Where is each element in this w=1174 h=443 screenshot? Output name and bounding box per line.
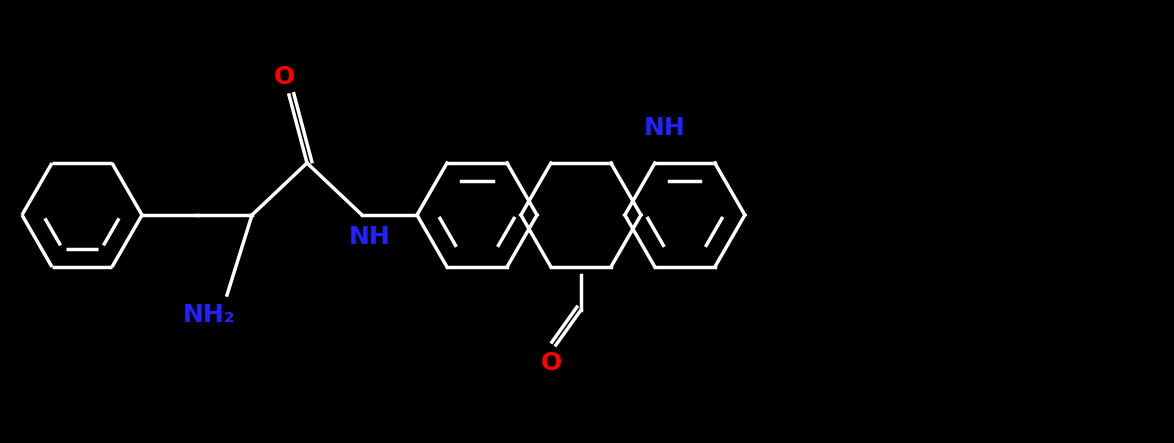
Text: NH: NH <box>645 116 686 140</box>
Text: NH: NH <box>349 225 391 249</box>
Text: O: O <box>540 351 561 375</box>
Text: NH₂: NH₂ <box>183 303 235 327</box>
Text: O: O <box>274 65 295 89</box>
